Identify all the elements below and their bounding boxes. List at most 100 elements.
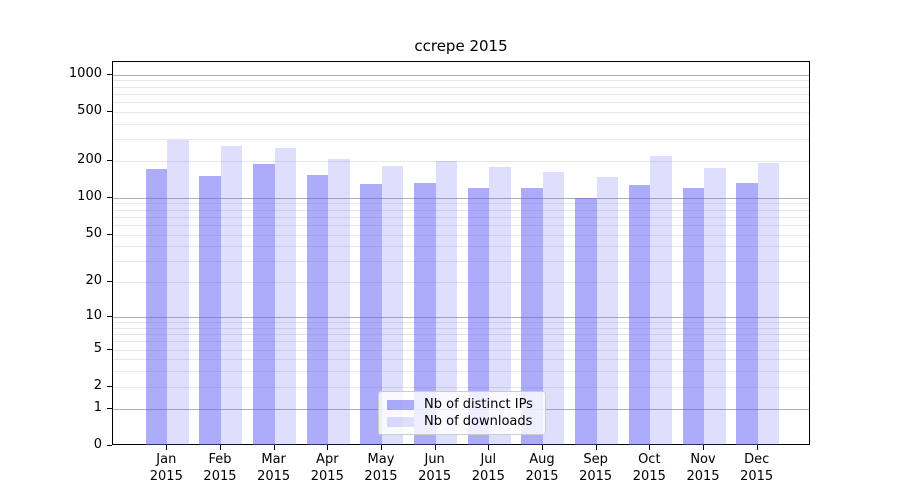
- y-tick-label-500: 500: [77, 102, 102, 118]
- x-tick-label-jun: Jun 2015: [418, 452, 452, 484]
- x-tick-label-mar: Mar 2015: [257, 452, 291, 484]
- y-tick-0: [107, 445, 112, 446]
- bar-jan-downloads: [167, 140, 189, 445]
- y-tick-label-1000: 1000: [68, 65, 102, 81]
- legend: Nb of distinct IPs Nb of downloads: [378, 391, 546, 435]
- gridline-major-1000: [113, 74, 809, 76]
- y-tick-label-0: 0: [93, 437, 102, 452]
- bar-jul-downloads: [489, 166, 511, 445]
- bar-sep-downloads: [596, 176, 619, 445]
- gridline-minor-300: [113, 139, 809, 141]
- x-tick-apr: [327, 445, 329, 450]
- y-tick-2: [107, 385, 112, 387]
- bar-sep-distinct-ips: [575, 197, 597, 445]
- bar-mar-distinct-ips: [253, 163, 275, 445]
- bar-jun-distinct-ips: [414, 183, 436, 445]
- legend-swatch-distinct-ips-icon: [387, 399, 414, 410]
- x-tick-label-aug: Aug 2015: [525, 452, 559, 484]
- x-tick-label-may: May 2015: [364, 452, 398, 484]
- y-tick-label-1: 1: [93, 399, 102, 415]
- x-tick-label-nov: Nov 2015: [686, 452, 720, 484]
- y-tick-20: [107, 281, 112, 283]
- gridline-minor-20: [113, 282, 809, 284]
- gridline-minor-800: [113, 86, 809, 88]
- gridline-minor-400: [113, 123, 809, 125]
- x-tick-nov: [703, 445, 704, 450]
- gridline-minor-50: [113, 234, 809, 236]
- gridline-minor-900: [113, 80, 809, 82]
- y-tick-label-2: 2: [93, 377, 102, 393]
- bar-feb-distinct-ips: [199, 176, 221, 445]
- chart-title: ccrepe 2015: [414, 37, 508, 55]
- y-tick-label-50: 50: [85, 225, 102, 241]
- y-tick-200: [107, 159, 112, 161]
- y-tick-1000: [107, 73, 112, 75]
- gridline-minor-5: [113, 349, 809, 351]
- legend-row-distinct-ips: Nb of distinct IPs: [387, 397, 537, 413]
- gridline-minor-600: [113, 102, 809, 103]
- y-tick-5: [107, 348, 112, 350]
- x-tick-label-oct: Oct 2015: [632, 452, 666, 484]
- gridline-minor-7: [113, 334, 809, 336]
- y-tick-10: [107, 316, 112, 318]
- x-tick-label-feb: Feb 2015: [203, 452, 237, 484]
- bar-may-downloads: [381, 165, 404, 445]
- gridline-minor-9: [113, 322, 809, 324]
- bar-aug-distinct-ips: [521, 187, 543, 445]
- y-tick-label-5: 5: [93, 340, 102, 356]
- bar-apr-downloads: [328, 159, 350, 445]
- x-tick-mar: [273, 445, 275, 450]
- gridline-minor-3: [113, 371, 809, 373]
- gridline-minor-90: [113, 203, 809, 205]
- x-tick-may: [380, 445, 382, 450]
- gridline-minor-700: [113, 93, 809, 95]
- gridline-minor-8: [113, 327, 809, 329]
- gridline-minor-70: [113, 216, 809, 218]
- gridline-minor-40: [113, 246, 809, 248]
- gridline-minor-500: [113, 111, 809, 113]
- bar-mar-downloads: [274, 147, 297, 445]
- bar-feb-downloads: [220, 146, 243, 445]
- gridline-minor-80: [113, 209, 809, 211]
- y-tick-1: [107, 407, 112, 409]
- bar-nov-downloads: [704, 168, 726, 445]
- y-tick-500: [107, 110, 112, 112]
- x-tick-jul: [488, 445, 490, 450]
- x-tick-dec: [756, 445, 758, 450]
- x-tick-label-dec: Dec 2015: [740, 452, 774, 484]
- x-tick-aug: [541, 445, 543, 450]
- gridline-minor-200: [113, 160, 809, 162]
- legend-label-distinct-ips: Nb of distinct IPs: [424, 397, 533, 412]
- y-tick-label-10: 10: [85, 308, 102, 324]
- bar-dec-distinct-ips: [736, 183, 758, 445]
- gridline-major-100: [113, 197, 809, 199]
- bar-oct-distinct-ips: [628, 184, 651, 445]
- x-tick-label-jan: Jan 2015: [149, 452, 183, 484]
- x-tick-label-apr: Apr 2015: [310, 452, 344, 484]
- gridline-major-10: [113, 317, 809, 319]
- bar-jul-distinct-ips: [467, 188, 490, 445]
- gridline-minor-60: [113, 224, 809, 226]
- plot-area: [112, 61, 810, 445]
- x-tick-label-sep: Sep 2015: [579, 452, 613, 484]
- x-tick-oct: [649, 445, 651, 450]
- y-tick-100: [107, 196, 112, 198]
- x-tick-label-jul: Jul 2015: [471, 452, 505, 484]
- bar-oct-downloads: [650, 156, 672, 445]
- bar-jan-distinct-ips: [145, 169, 168, 445]
- legend-label-downloads: Nb of downloads: [424, 414, 533, 429]
- gridline-minor-2: [113, 386, 809, 388]
- y-tick-label-20: 20: [85, 273, 102, 289]
- y-tick-label-200: 200: [77, 151, 102, 167]
- bar-jun-downloads: [435, 160, 458, 445]
- bar-may-distinct-ips: [360, 183, 382, 445]
- gridline-minor-6: [113, 341, 809, 343]
- legend-swatch-downloads-icon: [387, 416, 414, 427]
- x-tick-feb: [219, 445, 221, 450]
- x-tick-sep: [595, 445, 597, 450]
- y-tick-50: [107, 233, 112, 235]
- bar-nov-distinct-ips: [682, 188, 704, 445]
- bar-apr-distinct-ips: [306, 175, 329, 445]
- bar-dec-downloads: [757, 163, 780, 445]
